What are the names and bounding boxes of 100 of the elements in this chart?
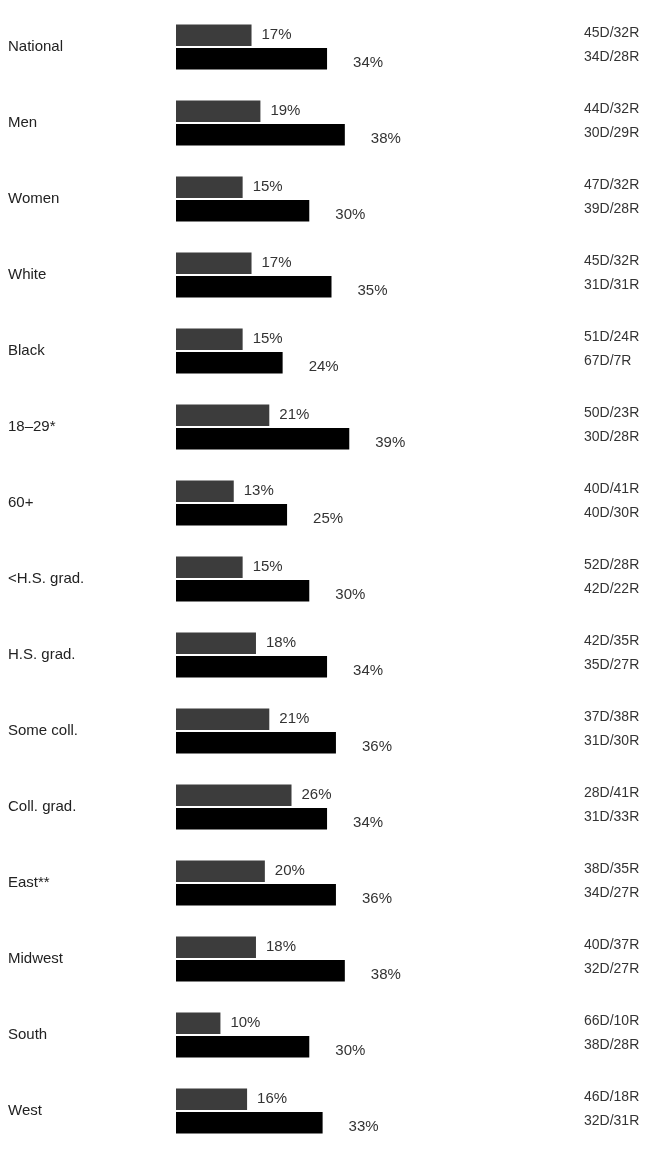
- y-tick-label: Black: [8, 341, 46, 359]
- data-label: 35%: [357, 280, 388, 298]
- bar: [176, 123, 345, 146]
- bar: [176, 1088, 248, 1111]
- text: 40D/37R: [584, 936, 640, 953]
- y-tick-label: 18–29*: [8, 417, 56, 435]
- data-label: 34%: [353, 812, 384, 830]
- y-tick-label: 60+: [8, 493, 34, 511]
- text: 42D/22R: [584, 579, 640, 596]
- bar: [176, 199, 310, 222]
- y-tick-label: <H.S. grad.: [8, 569, 85, 587]
- data-label: 39%: [375, 432, 406, 450]
- text: 31D/31R: [584, 275, 640, 292]
- data-label: 20%: [274, 861, 305, 879]
- data-label: 34%: [353, 52, 384, 70]
- y-tick-label: West: [8, 1101, 43, 1119]
- bar: [176, 883, 336, 906]
- y-tick-label: Men: [8, 113, 38, 131]
- text: 30D/28R: [584, 427, 640, 444]
- bar: [176, 579, 310, 602]
- y-tick-label: National: [8, 37, 64, 55]
- bar: [176, 328, 243, 351]
- data-label: 17%: [261, 253, 292, 271]
- bar: [176, 100, 261, 123]
- text: 32D/31R: [584, 1111, 640, 1128]
- y-tick-label: White: [8, 265, 47, 283]
- text: 66D/10R: [584, 1012, 640, 1029]
- y-tick-label: Women: [8, 189, 60, 207]
- bar: [176, 959, 345, 982]
- bar: [176, 275, 332, 298]
- data-label: 36%: [361, 736, 392, 754]
- bar: [176, 176, 243, 199]
- bar: [176, 655, 328, 678]
- bar: [176, 404, 270, 427]
- text: 47D/32R: [584, 176, 640, 193]
- bar: [176, 784, 292, 807]
- y-tick-label: East**: [8, 873, 50, 891]
- bar: [176, 427, 350, 450]
- data-label: 33%: [348, 1116, 379, 1134]
- bar: [176, 24, 252, 47]
- text: 32D/27R: [584, 959, 640, 976]
- text: 45D/32R: [584, 24, 640, 41]
- data-label: 25%: [313, 508, 344, 526]
- data-label: 24%: [308, 356, 339, 374]
- bar: [176, 708, 270, 731]
- data-label: 15%: [252, 557, 283, 575]
- bar: [176, 807, 328, 830]
- bar: [176, 936, 256, 959]
- text: 40D/30R: [584, 503, 640, 520]
- bar: [176, 351, 283, 374]
- bar: [176, 632, 256, 655]
- text: 34D/28R: [584, 47, 640, 64]
- y-tick-label: Some coll.: [8, 721, 79, 739]
- text: 44D/32R: [584, 100, 640, 117]
- data-label: 15%: [252, 329, 283, 347]
- data-label: 26%: [301, 785, 332, 803]
- text: 51D/24R: [584, 328, 640, 345]
- text: 37D/38R: [584, 708, 640, 725]
- bar: [176, 47, 328, 70]
- text: 31D/33R: [584, 807, 640, 824]
- text: 67D/7R: [584, 351, 632, 368]
- text: 46D/18R: [584, 1088, 640, 1105]
- y-tick-label: South: [8, 1025, 48, 1043]
- data-label: 10%: [230, 1013, 261, 1031]
- text: 42D/35R: [584, 632, 640, 649]
- text: 35D/27R: [584, 655, 640, 672]
- data-label: 18%: [265, 937, 296, 955]
- data-label: 18%: [265, 633, 296, 651]
- bar: [176, 503, 288, 526]
- text: 38D/28R: [584, 1035, 640, 1052]
- text: 45D/32R: [584, 252, 640, 269]
- data-label: 21%: [279, 709, 310, 727]
- bar: [176, 860, 265, 883]
- text: 38D/35R: [584, 860, 640, 877]
- data-label: 36%: [361, 888, 392, 906]
- data-label: 30%: [335, 584, 366, 602]
- y-tick-label: H.S. grad.: [8, 645, 76, 663]
- text: 52D/28R: [584, 556, 640, 573]
- data-label: 15%: [252, 177, 283, 195]
- bar: [176, 1035, 310, 1058]
- data-label: 38%: [370, 964, 401, 982]
- text: 50D/23R: [584, 404, 640, 421]
- text: 30D/29R: [584, 123, 640, 140]
- bar: [176, 252, 252, 275]
- y-tick-label: Coll. grad.: [8, 797, 77, 815]
- text: 34D/27R: [584, 883, 640, 900]
- bar: [176, 480, 234, 503]
- bar: [176, 1111, 323, 1134]
- text: 31D/30R: [584, 731, 640, 748]
- data-label: 21%: [279, 405, 310, 423]
- data-label: 13%: [243, 481, 274, 499]
- data-label: 19%: [270, 101, 301, 119]
- data-label: 17%: [261, 25, 292, 43]
- bar: [176, 1012, 221, 1035]
- data-label: 30%: [335, 204, 366, 222]
- data-label: 30%: [335, 1040, 366, 1058]
- text: 39D/28R: [584, 199, 640, 216]
- bar: [176, 731, 336, 754]
- y-tick-label: Midwest: [8, 949, 64, 967]
- text: 40D/41R: [584, 480, 640, 497]
